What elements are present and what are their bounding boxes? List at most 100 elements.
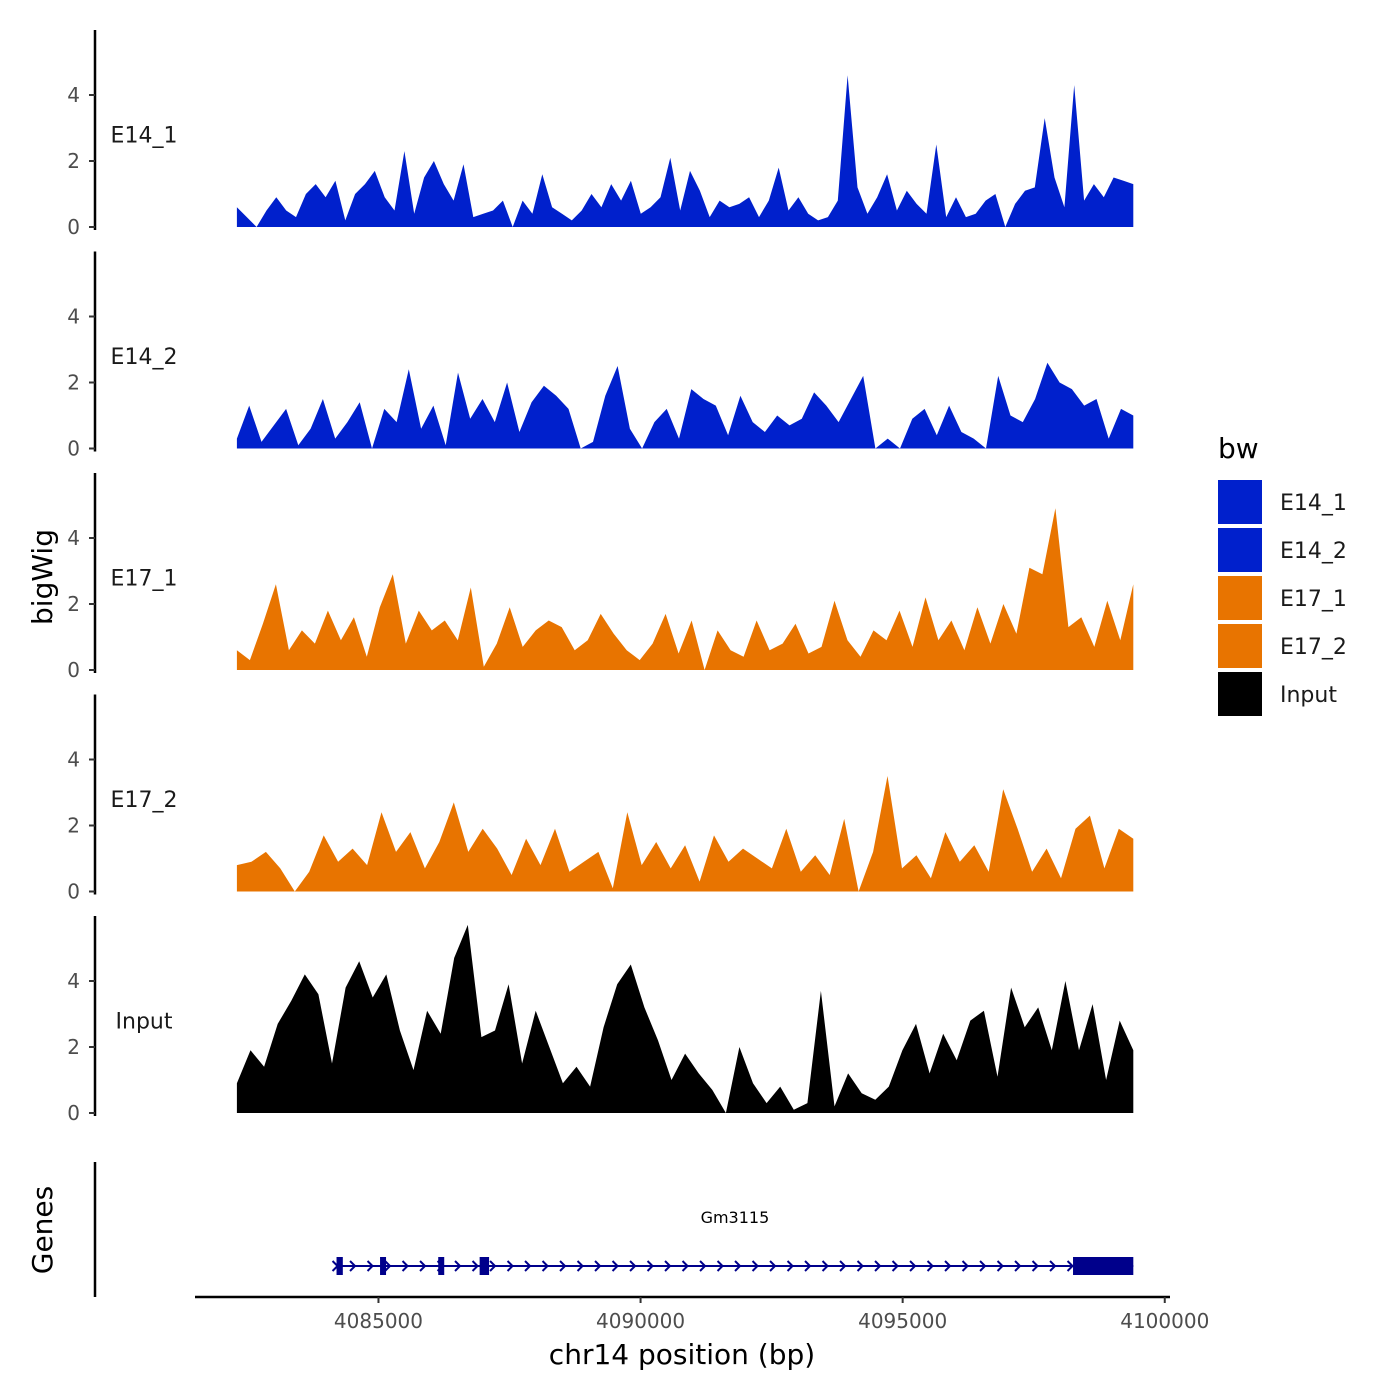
strand-arrow bbox=[1031, 1260, 1039, 1272]
strand-arrow bbox=[419, 1260, 427, 1272]
exon bbox=[438, 1257, 445, 1275]
strand-arrow bbox=[769, 1260, 777, 1272]
x-tick-label: 4090000 bbox=[596, 1309, 685, 1333]
strand-arrow bbox=[786, 1260, 794, 1272]
strand-arrow bbox=[349, 1260, 357, 1272]
strand-arrow bbox=[681, 1260, 689, 1272]
strand-arrow bbox=[1049, 1260, 1057, 1272]
strand-arrow bbox=[944, 1260, 952, 1272]
y-tick-label: 0 bbox=[67, 437, 80, 461]
gene-name-label: Gm3115 bbox=[701, 1208, 770, 1227]
strand-arrow bbox=[384, 1260, 392, 1272]
area-E14_1 bbox=[236, 75, 1134, 227]
strand-arrow bbox=[524, 1260, 532, 1272]
track-label: E14_2 bbox=[111, 345, 178, 370]
strand-arrow bbox=[734, 1260, 742, 1272]
strand-arrow bbox=[979, 1260, 987, 1272]
area-E17_2 bbox=[236, 776, 1134, 892]
track-label: E17_2 bbox=[111, 788, 178, 813]
strand-arrow bbox=[716, 1260, 724, 1272]
strand-arrow bbox=[909, 1260, 917, 1272]
y-tick-label: 4 bbox=[67, 748, 80, 772]
strand-arrow bbox=[559, 1260, 567, 1272]
strand-arrow bbox=[401, 1260, 409, 1272]
strand-arrow bbox=[646, 1260, 654, 1272]
exon bbox=[479, 1257, 490, 1275]
x-axis-title: chr14 position (bp) bbox=[549, 1338, 815, 1371]
y-tick-label: 4 bbox=[67, 305, 80, 329]
y-tick-label: 2 bbox=[67, 814, 80, 838]
area-E14_2 bbox=[236, 362, 1134, 449]
strand-arrow bbox=[489, 1260, 497, 1272]
strand-arrow bbox=[804, 1260, 812, 1272]
legend-key bbox=[1218, 624, 1262, 668]
strand-arrow bbox=[1066, 1260, 1074, 1272]
strand-arrow bbox=[471, 1260, 479, 1272]
strand-arrow bbox=[1014, 1260, 1022, 1272]
y-tick-label: 0 bbox=[67, 658, 80, 682]
strand-arrow bbox=[821, 1260, 829, 1272]
y-tick-label: 0 bbox=[67, 880, 80, 904]
legend-label: Input bbox=[1280, 683, 1337, 708]
strand-arrow bbox=[506, 1260, 514, 1272]
y-tick-label: 4 bbox=[67, 969, 80, 993]
x-tick-label: 4100000 bbox=[1120, 1309, 1209, 1333]
track-label: Input bbox=[116, 1010, 173, 1035]
strand-arrow bbox=[594, 1260, 602, 1272]
y-tick-label: 0 bbox=[67, 1101, 80, 1125]
y-tick-label: 2 bbox=[67, 592, 80, 616]
strand-arrow bbox=[366, 1260, 374, 1272]
strand-arrow bbox=[576, 1260, 584, 1272]
strand-arrow bbox=[751, 1260, 759, 1272]
strand-arrow bbox=[541, 1260, 549, 1272]
strand-arrow bbox=[856, 1260, 864, 1272]
tracks-group: 0 2 4 E14_1 0 2 4 E14_2 0 2 4 E17_1 0 2 4 E17_2 0 2 4 Input bbox=[67, 30, 1134, 1125]
exon bbox=[336, 1257, 343, 1275]
track-E14_1: 0 2 4 E14_1 bbox=[67, 30, 1134, 239]
y-tick-label: 2 bbox=[67, 1035, 80, 1059]
y-axis-title: bigWig bbox=[26, 529, 59, 625]
track-E17_1: 0 2 4 E17_1 bbox=[67, 473, 1134, 682]
y-tick-label: 2 bbox=[67, 149, 80, 173]
exon bbox=[1073, 1257, 1134, 1275]
strand-arrow bbox=[839, 1260, 847, 1272]
y-tick-label: 0 bbox=[67, 215, 80, 239]
track-E14_2: 0 2 4 E14_2 bbox=[67, 251, 1134, 461]
strand-arrow bbox=[874, 1260, 882, 1272]
track-label: E17_1 bbox=[111, 567, 178, 592]
track-Input: 0 2 4 Input bbox=[67, 916, 1134, 1125]
strand-arrow bbox=[664, 1260, 672, 1272]
legend-key bbox=[1218, 528, 1262, 572]
legend-label: E17_2 bbox=[1280, 635, 1347, 660]
legend-title: bw bbox=[1218, 432, 1259, 465]
legend-key bbox=[1218, 480, 1262, 524]
x-axis: 4085000 4090000 4095000 4100000 bbox=[195, 1295, 1209, 1333]
legend-key bbox=[1218, 672, 1262, 716]
gene-model: Gm3115 bbox=[331, 1208, 1134, 1275]
y-tick-label: 4 bbox=[67, 526, 80, 550]
x-tick-label: 4095000 bbox=[858, 1309, 947, 1333]
y-tick-label: 2 bbox=[67, 371, 80, 395]
strand-arrow bbox=[629, 1260, 637, 1272]
y-tick-label: 4 bbox=[67, 83, 80, 107]
legend-label: E14_1 bbox=[1280, 491, 1347, 516]
strand-arrow bbox=[611, 1260, 619, 1272]
strand-arrow bbox=[891, 1260, 899, 1272]
strand-arrow bbox=[961, 1260, 969, 1272]
legend-key bbox=[1218, 576, 1262, 620]
legend-label: E17_1 bbox=[1280, 587, 1347, 612]
track-E17_2: 0 2 4 E17_2 bbox=[67, 694, 1134, 904]
genes-panel: Genes Gm3115 bbox=[26, 1162, 1134, 1297]
track-label: E14_1 bbox=[111, 124, 178, 149]
genes-title: Genes bbox=[26, 1186, 59, 1274]
strand-arrow bbox=[454, 1260, 462, 1272]
strand-arrow bbox=[926, 1260, 934, 1272]
area-E17_1 bbox=[236, 508, 1134, 670]
exon bbox=[380, 1257, 387, 1275]
strand-arrow bbox=[699, 1260, 707, 1272]
legend-label: E14_2 bbox=[1280, 539, 1347, 564]
area-Input bbox=[236, 924, 1134, 1113]
x-tick-label: 4085000 bbox=[334, 1309, 423, 1333]
strand-arrow bbox=[996, 1260, 1004, 1272]
